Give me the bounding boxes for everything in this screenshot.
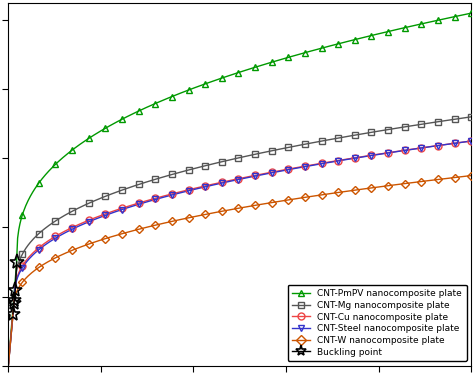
Legend: CNT-PmPV nanocomposite plate, CNT-Mg nanocomposite plate, CNT-Cu nanocomposite p: CNT-PmPV nanocomposite plate, CNT-Mg nan… <box>288 285 467 361</box>
